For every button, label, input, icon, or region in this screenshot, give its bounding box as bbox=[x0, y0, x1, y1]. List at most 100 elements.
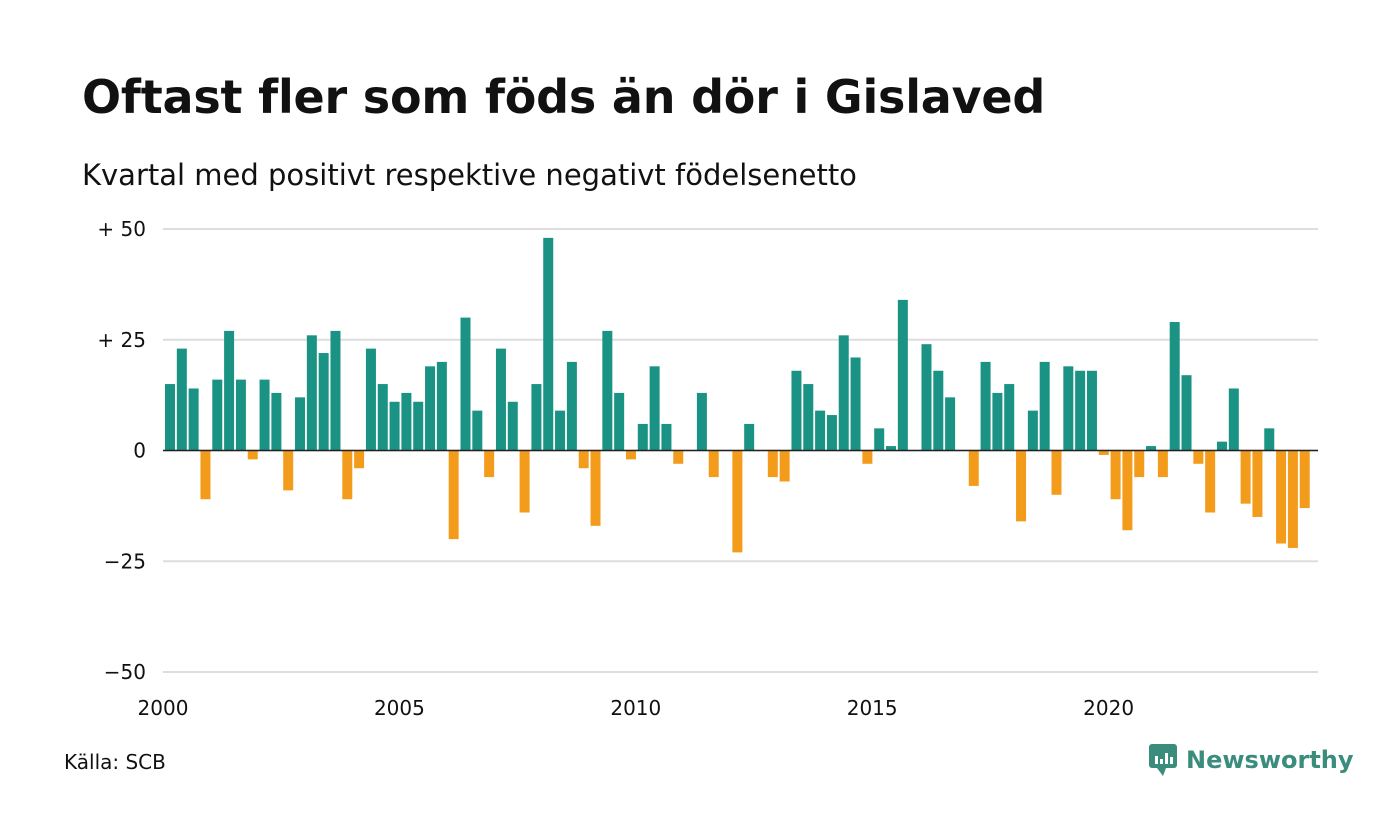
bar-2000-q1 bbox=[165, 384, 175, 451]
x-tick-label-2010: 2010 bbox=[610, 696, 661, 720]
bar-2015-q2 bbox=[886, 446, 897, 451]
bar-2017-q4 bbox=[1004, 384, 1015, 451]
bar-2021-q1 bbox=[1157, 450, 1168, 478]
bar-2009-q2 bbox=[602, 330, 613, 451]
y-tick-label: −25 bbox=[104, 549, 146, 573]
bar-2004-q3 bbox=[377, 384, 388, 451]
bar-2014-q4 bbox=[862, 450, 873, 464]
bar-2000-q4 bbox=[200, 450, 211, 500]
bar-2004-q2 bbox=[365, 348, 376, 451]
bar-2012-q2 bbox=[744, 423, 755, 451]
bar-2012-q4 bbox=[767, 450, 778, 478]
bar-2003-q2 bbox=[318, 353, 329, 451]
bar-2015-q3 bbox=[897, 299, 908, 451]
bar-2004-q4 bbox=[389, 401, 400, 451]
chart-subtitle: Kvartal med positivt respektive negativt… bbox=[82, 158, 857, 192]
bar-2005-q3 bbox=[425, 366, 436, 451]
bar-2001-q3 bbox=[235, 379, 246, 451]
bar-2016-q2 bbox=[933, 370, 944, 451]
bars bbox=[165, 237, 1310, 553]
bar-2022-q3 bbox=[1228, 388, 1239, 451]
bar-2005-q4 bbox=[436, 361, 447, 451]
brand-name: Newsworthy bbox=[1186, 746, 1354, 774]
bar-2003-q3 bbox=[330, 330, 341, 451]
x-tick-label-2020: 2020 bbox=[1083, 696, 1134, 720]
bar-2010-q3 bbox=[661, 423, 672, 451]
bar-2002-q3 bbox=[283, 450, 294, 491]
bar-2000-q2 bbox=[176, 348, 187, 451]
bar-2018-q3 bbox=[1039, 361, 1050, 451]
bar-2006-q3 bbox=[472, 410, 483, 451]
chart-title: Oftast fler som föds än dör i Gislaved bbox=[82, 70, 1046, 124]
bar-2001-q4 bbox=[247, 450, 258, 460]
bar-2013-q1 bbox=[779, 450, 790, 482]
bar-2016-q1 bbox=[921, 344, 932, 451]
bar-2018-q4 bbox=[1051, 450, 1062, 495]
y-axis: + 50 + 25 0 −25 −50 bbox=[97, 217, 146, 684]
bar-2007-q2 bbox=[507, 401, 518, 451]
bar-2021-q2 bbox=[1169, 322, 1180, 451]
bar-2020-q4 bbox=[1146, 446, 1157, 451]
bar-2019-q4 bbox=[1098, 450, 1109, 455]
x-axis: 2000 2005 2010 2015 2020 bbox=[138, 696, 1135, 720]
bar-2012-q1 bbox=[732, 450, 743, 553]
bar-2009-q3 bbox=[614, 392, 625, 451]
bar-2013-q2 bbox=[791, 370, 802, 451]
bar-2022-q2 bbox=[1216, 441, 1227, 451]
bar-2005-q2 bbox=[413, 401, 424, 451]
bar-2010-q1 bbox=[637, 423, 648, 451]
bar-2013-q3 bbox=[803, 384, 814, 451]
x-tick-label-2015: 2015 bbox=[847, 696, 898, 720]
source-note: Källa: SCB bbox=[64, 750, 166, 774]
bar-2001-q2 bbox=[224, 330, 235, 451]
bar-2000-q3 bbox=[188, 388, 199, 451]
bar-2006-q2 bbox=[460, 317, 471, 451]
bar-2008-q1 bbox=[543, 237, 554, 451]
bar-2021-q4 bbox=[1193, 450, 1204, 464]
bar-2019-q2 bbox=[1075, 370, 1086, 451]
bar-2014-q1 bbox=[826, 415, 837, 451]
y-tick-label: −50 bbox=[104, 660, 146, 684]
bar-2001-q1 bbox=[212, 379, 223, 451]
bar-2009-q1 bbox=[590, 450, 601, 526]
x-tick-label-2005: 2005 bbox=[374, 696, 425, 720]
bar-2019-q1 bbox=[1063, 366, 1074, 451]
bar-2019-q3 bbox=[1086, 370, 1097, 451]
bar-2014-q2 bbox=[838, 335, 849, 451]
bar-2023-q1 bbox=[1252, 450, 1263, 517]
bar-2024-q1 bbox=[1299, 450, 1310, 509]
bar-2007-q3 bbox=[519, 450, 530, 513]
y-tick-label: + 50 bbox=[97, 217, 146, 241]
bar-2015-q1 bbox=[874, 428, 885, 451]
bar-2022-q4 bbox=[1240, 450, 1251, 504]
bar-2008-q3 bbox=[566, 361, 577, 451]
y-tick-label: + 25 bbox=[97, 328, 146, 352]
bar-2005-q1 bbox=[401, 392, 412, 451]
bar-2002-q1 bbox=[259, 379, 270, 451]
bar-2020-q3 bbox=[1134, 450, 1145, 478]
bar-2003-q4 bbox=[342, 450, 353, 500]
bar-2020-q1 bbox=[1110, 450, 1121, 500]
bar-2023-q3 bbox=[1276, 450, 1287, 544]
bar-2007-q1 bbox=[495, 348, 506, 451]
bar-2016-q3 bbox=[945, 397, 956, 451]
bar-2023-q4 bbox=[1287, 450, 1298, 548]
bar-2008-q2 bbox=[555, 410, 566, 451]
bar-2023-q2 bbox=[1264, 428, 1275, 451]
newsworthy-logo-icon bbox=[1149, 744, 1177, 776]
bar-2021-q3 bbox=[1181, 375, 1192, 451]
y-tick-label: 0 bbox=[133, 439, 146, 463]
bar-2004-q1 bbox=[354, 450, 365, 469]
bar-2011-q2 bbox=[696, 392, 707, 451]
bar-2002-q4 bbox=[295, 397, 306, 451]
bar-2006-q4 bbox=[484, 450, 495, 478]
bar-2008-q4 bbox=[578, 450, 589, 469]
brand-logo[interactable]: Newsworthy bbox=[1148, 742, 1354, 778]
bar-2014-q3 bbox=[850, 357, 861, 451]
bar-2020-q2 bbox=[1122, 450, 1133, 531]
bar-2017-q3 bbox=[992, 392, 1003, 451]
bar-2007-q4 bbox=[531, 384, 542, 451]
bar-2003-q1 bbox=[306, 335, 317, 451]
bar-2018-q1 bbox=[1016, 450, 1027, 522]
